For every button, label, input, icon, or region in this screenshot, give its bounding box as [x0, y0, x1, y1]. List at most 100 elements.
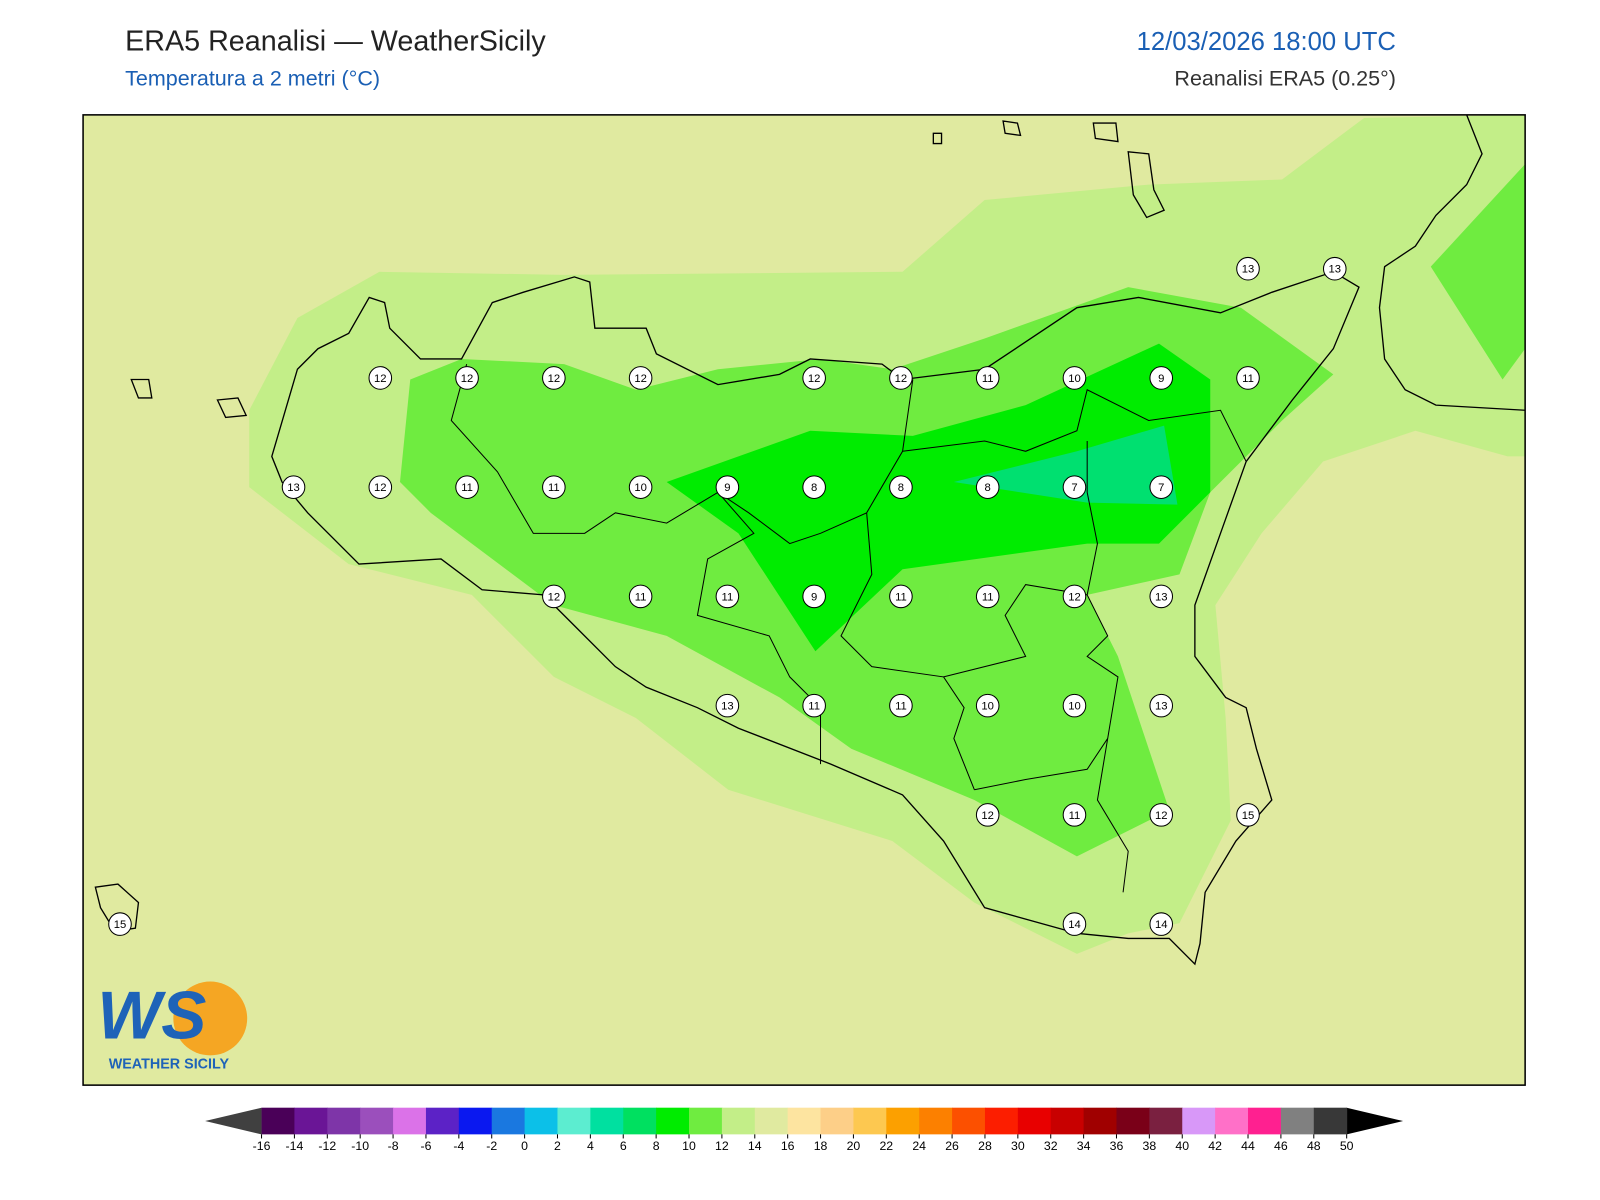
- station-marker: [889, 366, 913, 390]
- station-marker: [802, 693, 826, 718]
- station-marker: [628, 584, 653, 609]
- station-marker: [455, 366, 479, 390]
- colorbar-segment: [1248, 1107, 1282, 1135]
- station-value: 8: [898, 482, 904, 494]
- colorbar-tick-label: 20: [847, 1139, 861, 1153]
- station-value: 14: [1068, 919, 1081, 931]
- colorbar-segment: [360, 1107, 394, 1135]
- colorbar: -16 -14 -12 -10 -8 -6 -4 -2 0 2 4 6 8 10 12 14 16 18 20 22 2…: [205, 1107, 1404, 1153]
- station-marker: [975, 475, 1000, 499]
- station-value: 12: [808, 373, 821, 385]
- colorbar-segment: [984, 1107, 1019, 1135]
- station-marker: [1322, 256, 1347, 281]
- station-marker: [1149, 366, 1174, 390]
- colorbar-tick-label: 32: [1044, 1139, 1058, 1153]
- logo-text: WEATHER SICILY: [109, 1056, 230, 1072]
- station-marker: [1149, 475, 1174, 499]
- colorbar-segment: [1182, 1107, 1216, 1135]
- shade-6-8: [953, 425, 1178, 505]
- source: Reanalisi ERA5 (0.25°): [1174, 67, 1395, 91]
- station-marker: [802, 584, 826, 609]
- station-marker: [975, 366, 1000, 390]
- station-marker: [975, 693, 1000, 718]
- colorbar-tick-label: 12: [715, 1139, 729, 1153]
- colorbar-segment: [327, 1107, 361, 1135]
- colorbar-tick-label: 0: [521, 1139, 528, 1153]
- station-value: 11: [982, 591, 994, 603]
- station-value: 7: [1071, 482, 1077, 494]
- station-value: 10: [634, 482, 647, 494]
- colorbar-tick-label: 48: [1307, 1139, 1321, 1153]
- colorbar-segment: [820, 1107, 854, 1135]
- station-value: 14: [1155, 919, 1168, 931]
- station-value: 8: [985, 482, 991, 494]
- logo: WS WEATHER SICILY: [97, 978, 248, 1072]
- station-value: 12: [895, 373, 908, 385]
- colorbar-tick-label: -2: [486, 1139, 497, 1153]
- map-frame: [82, 114, 1526, 1086]
- station-marker: [628, 366, 653, 390]
- colorbar-over: [1346, 1107, 1404, 1135]
- station-marker: [715, 693, 740, 718]
- station-marker: [1149, 693, 1174, 718]
- colorbar-segment: [1280, 1107, 1315, 1135]
- station-value: 9: [811, 591, 817, 603]
- station-value: 15: [1242, 810, 1255, 822]
- colorbar-tick-label: -4: [453, 1139, 464, 1153]
- colorbar-segment: [1313, 1107, 1348, 1135]
- datetime: 12/03/2026 18:00 UTC: [1137, 28, 1396, 56]
- colorbar-segment: [1116, 1107, 1150, 1135]
- colorbar-tick-label: 10: [682, 1139, 696, 1153]
- title: ERA5 Reanalisi — WeatherSicily: [125, 26, 546, 58]
- station-marker: [1062, 803, 1087, 827]
- station-marker: [542, 584, 566, 609]
- colorbar-segment: [524, 1107, 558, 1135]
- station-value: 11: [982, 373, 994, 385]
- station-value: 12: [548, 373, 561, 385]
- colorbar-segment: [1083, 1107, 1118, 1135]
- station-marker: [1149, 912, 1174, 936]
- station-value: 10: [1068, 373, 1081, 385]
- colorbar-tick-label: 16: [781, 1139, 795, 1153]
- colorbar-segment: [623, 1107, 657, 1135]
- station-marker: [108, 912, 132, 936]
- colorbar-tick-label: 6: [620, 1139, 627, 1153]
- station-value: 12: [1068, 591, 1081, 603]
- colorbar-tick-label: -10: [351, 1139, 369, 1153]
- station-marker: [1236, 803, 1260, 827]
- logo-mark: WS: [97, 978, 206, 1053]
- station-marker: [542, 366, 566, 390]
- colorbar-tick-label: 34: [1077, 1139, 1091, 1153]
- colorbar-tick-label: 46: [1274, 1139, 1288, 1153]
- province-borders: [450, 363, 1247, 893]
- station-value: 13: [1155, 701, 1168, 713]
- station-value: 11: [722, 591, 734, 603]
- station-marker: [1062, 366, 1087, 390]
- station-value: 12: [634, 373, 647, 385]
- colorbar-segment: [261, 1107, 295, 1135]
- station-value: 12: [1155, 810, 1168, 822]
- station-value: 11: [1069, 810, 1081, 822]
- station-value: 12: [374, 482, 387, 494]
- colorbar-tick-label: 4: [587, 1139, 594, 1153]
- station-value: 11: [808, 701, 820, 713]
- station-marker: [1062, 912, 1087, 936]
- colorbar-tick-label: -14: [286, 1139, 304, 1153]
- station-value: 10: [1068, 701, 1081, 713]
- colorbar-segment: [425, 1107, 460, 1135]
- colorbar-segment: [689, 1107, 723, 1135]
- colorbar-tick-label: 42: [1208, 1139, 1222, 1153]
- station-value: 11: [895, 591, 907, 603]
- station-marker: [1062, 475, 1087, 499]
- colorbar-tick-label: 18: [814, 1139, 828, 1153]
- colorbar-segment: [919, 1107, 953, 1135]
- station-marker: [889, 475, 913, 499]
- station-marker: [1236, 366, 1260, 390]
- station-marker: [1149, 803, 1174, 827]
- colorbar-segment: [1017, 1107, 1052, 1135]
- station-value: 13: [1242, 264, 1255, 276]
- colorbar-tick-label: 28: [978, 1139, 992, 1153]
- colorbar-tick-label: 44: [1241, 1139, 1255, 1153]
- station-value: 12: [374, 373, 387, 385]
